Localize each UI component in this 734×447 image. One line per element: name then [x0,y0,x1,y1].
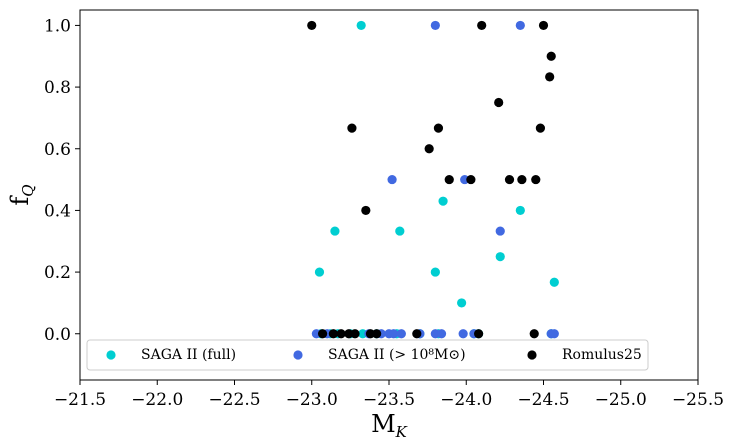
point-series-1 [396,329,406,339]
point-series-1 [515,20,525,31]
point-series-1 [389,329,399,339]
point-series-2 [538,20,549,31]
x-tick-label: −21.5 [54,390,106,410]
point-series-2 [444,174,454,185]
legend-marker-1 [293,350,303,360]
point-series-2 [477,20,487,31]
legend-marker-0 [106,350,116,360]
point-series-2 [361,205,371,216]
point-series-2 [307,20,317,31]
axis-ticks: −21.5 −22.0 −22.5 −23.0 −23.5 −24.0 −24.5 −25.0… [44,16,724,410]
point-series-2 [433,123,444,133]
point-series-0 [515,205,525,216]
y-axis-label-main: f [6,195,34,206]
point-series-0 [356,20,366,31]
x-tick-label: −22.5 [208,390,260,410]
y-axis-label: fQ [6,184,37,205]
x-axis-label-main: M [371,410,396,438]
legend-label-1: SAGA II (> 10⁸M⊙) [328,347,466,363]
legend-box [86,339,649,371]
y-tick-label: 0.4 [44,201,71,221]
legend-marker-2 [527,350,537,360]
x-tick-label: −23.5 [363,390,415,410]
y-tick-label: 1.0 [44,16,71,36]
point-series-0 [438,196,448,206]
x-tick-label: −24.0 [440,390,492,410]
point-series-2 [546,51,556,61]
point-series-2 [336,329,346,339]
y-tick-label: 0.0 [44,325,71,345]
x-tick-label: −22.0 [131,390,183,410]
y-tick-label: 0.6 [44,140,71,160]
x-axis-label-sub: K [395,423,408,441]
point-series-2 [529,329,539,339]
legend: SAGA II (full) SAGA II (> 10⁸M⊙) Romulus25 [86,339,649,371]
point-series-2 [474,329,484,339]
point-series-0 [457,298,467,308]
point-series-2 [504,174,515,185]
point-series-2 [412,329,422,339]
point-series-2 [347,123,357,133]
point-series-1 [458,329,468,339]
plot-frame [79,9,699,381]
point-series-2 [372,329,382,339]
point-series-0 [330,226,340,236]
point-series-2 [535,123,546,133]
point-series-2 [424,144,434,154]
point-series-0 [549,277,559,287]
point-series-1 [549,329,559,339]
y-tick-label: 0.2 [44,263,71,283]
point-series-0 [314,267,325,277]
x-tick-label: −24.5 [517,390,569,410]
point-series-2 [317,329,328,339]
point-series-0 [495,252,505,262]
point-series-2 [545,72,555,82]
x-tick-label: −25.5 [672,390,724,410]
data-points [307,20,559,339]
point-series-2 [494,97,504,108]
point-series-2 [350,329,360,339]
y-tick-label: 0.8 [44,78,71,98]
x-tick-label: −23.0 [286,390,338,410]
point-series-2 [328,329,338,339]
point-series-0 [395,226,405,236]
point-series-2 [531,174,541,185]
x-axis-label: MK [371,410,408,441]
point-series-1 [387,174,397,185]
point-series-2 [466,174,476,185]
point-series-1 [430,20,440,31]
x-tick-label: −25.0 [595,390,647,410]
point-series-2 [517,174,527,185]
point-series-0 [430,267,440,277]
legend-label-2: Romulus25 [562,347,642,363]
point-series-1 [436,329,447,339]
point-series-1 [495,226,505,236]
y-axis-label-sub: Q [19,184,37,196]
legend-label-0: SAGA II (full) [141,347,236,363]
